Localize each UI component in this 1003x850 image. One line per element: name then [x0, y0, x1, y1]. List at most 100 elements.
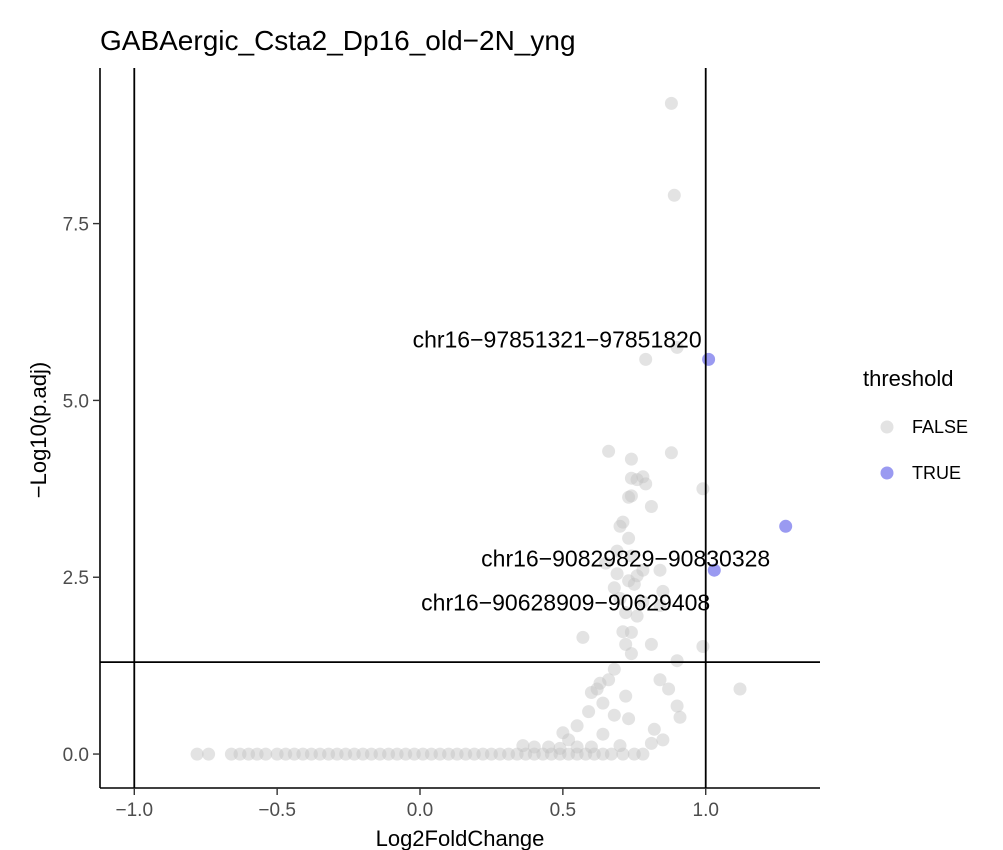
point-false-69 — [516, 739, 530, 753]
point-false-84 — [322, 747, 336, 761]
point-false-107 — [519, 747, 533, 761]
point-false-68 — [527, 740, 541, 754]
point-false-46 — [584, 686, 598, 699]
point-false-86 — [339, 747, 353, 761]
point-false-2 — [639, 352, 653, 366]
point-false-109 — [536, 747, 550, 761]
legend: threshold FALSE TRUE — [863, 366, 968, 483]
point-false-87 — [347, 747, 361, 761]
point-false-113 — [570, 747, 584, 761]
point-false-62 — [644, 736, 658, 750]
point-false-116 — [596, 747, 610, 761]
x-axis-title: Log2FoldChange — [376, 826, 545, 850]
point-false-20 — [599, 556, 613, 570]
point-false-47 — [653, 673, 667, 687]
point-false-118 — [616, 747, 630, 761]
x-tick-label-2: 0.0 — [407, 800, 433, 821]
x-axis-ticks: −1.0 −0.5 0.0 0.5 1.0 — [116, 788, 719, 821]
point-false-93 — [399, 747, 413, 761]
point-false-34 — [616, 625, 630, 639]
point-false-6 — [624, 452, 638, 466]
point-false-78 — [270, 747, 284, 761]
point-false-42 — [670, 654, 684, 668]
y-axis-title: −Log10(p.adj) — [26, 362, 51, 498]
point-false-16 — [613, 519, 627, 533]
point-false-24 — [630, 569, 644, 583]
y-axis-ticks: 0.0 2.5 5.0 7.5 — [63, 215, 100, 766]
x-tick-label-1: −0.5 — [258, 800, 296, 821]
point-false-51 — [582, 705, 596, 719]
point-false-57 — [570, 719, 584, 733]
point-false-101 — [467, 747, 481, 761]
y-tick-label-2: 5.0 — [63, 391, 89, 412]
point-false-120 — [636, 747, 650, 761]
point-false-26 — [627, 577, 641, 591]
point-false-112 — [562, 747, 576, 761]
point-false-66 — [542, 740, 556, 754]
point-false-12 — [624, 489, 638, 503]
point-false-14 — [644, 500, 658, 513]
point-false-67 — [553, 741, 567, 755]
point-false-115 — [587, 747, 601, 761]
axes: −1.0 −0.5 0.0 0.5 1.0 0.0 2.5 5.0 7.5 — [63, 68, 820, 821]
chart-title: GABAergic_Csta2_Dp16_old−2N_yng — [100, 25, 576, 56]
point-false-71 — [190, 747, 204, 761]
point-false-104 — [493, 747, 507, 761]
point-false-9 — [630, 473, 644, 487]
point-true-0 — [702, 352, 716, 366]
point-false-53 — [670, 699, 684, 713]
point-false-89 — [364, 747, 378, 761]
legend-false-key — [880, 420, 894, 434]
legend-false-label: FALSE — [912, 417, 968, 437]
point-false-91 — [382, 747, 396, 761]
point-false-0 — [664, 96, 678, 110]
point-false-28 — [656, 584, 670, 598]
point-false-96 — [424, 747, 438, 761]
y-tick-label-0: 0.0 — [63, 745, 89, 766]
point-false-114 — [579, 747, 593, 761]
point-false-52 — [607, 708, 621, 722]
reference-lines — [100, 68, 820, 788]
point-false-55 — [622, 712, 636, 726]
point-false-13 — [622, 490, 636, 504]
annotation-label-0: chr16−97851321−97851820 — [413, 326, 702, 352]
point-false-48 — [662, 682, 676, 696]
point-false-98 — [442, 747, 456, 761]
y-tick-label-1: 2.5 — [63, 568, 89, 589]
point-false-33 — [653, 599, 667, 612]
point-false-88 — [356, 747, 370, 761]
point-false-83 — [313, 747, 327, 761]
point-false-106 — [510, 747, 524, 761]
point-false-43 — [602, 673, 616, 687]
point-false-111 — [553, 747, 567, 761]
point-false-61 — [656, 733, 670, 747]
plot-area: chr16−97851321−97851820 chr16−90829829−90… — [100, 68, 820, 788]
point-false-92 — [390, 747, 404, 761]
legend-title: threshold — [863, 366, 954, 391]
point-false-73 — [224, 747, 238, 761]
point-false-7 — [636, 470, 650, 484]
series-false-points — [190, 96, 747, 761]
point-false-105 — [502, 747, 516, 761]
point-false-22 — [653, 563, 667, 577]
point-false-45 — [590, 682, 604, 696]
point-false-103 — [484, 747, 498, 761]
point-false-50 — [596, 696, 610, 710]
point-false-81 — [296, 747, 310, 761]
point-false-4 — [602, 444, 616, 458]
point-false-17 — [622, 531, 636, 545]
point-false-100 — [459, 747, 473, 761]
point-false-11 — [696, 482, 710, 496]
point-false-41 — [607, 662, 621, 676]
point-false-40 — [624, 647, 638, 661]
point-false-30 — [636, 595, 650, 609]
point-false-58 — [596, 727, 610, 741]
point-false-63 — [613, 739, 627, 753]
point-false-54 — [673, 710, 687, 724]
point-false-64 — [584, 740, 598, 754]
point-true-2 — [707, 563, 721, 577]
point-false-94 — [407, 747, 421, 761]
point-false-82 — [304, 747, 318, 761]
point-false-49 — [619, 689, 633, 703]
point-false-72 — [202, 747, 216, 761]
